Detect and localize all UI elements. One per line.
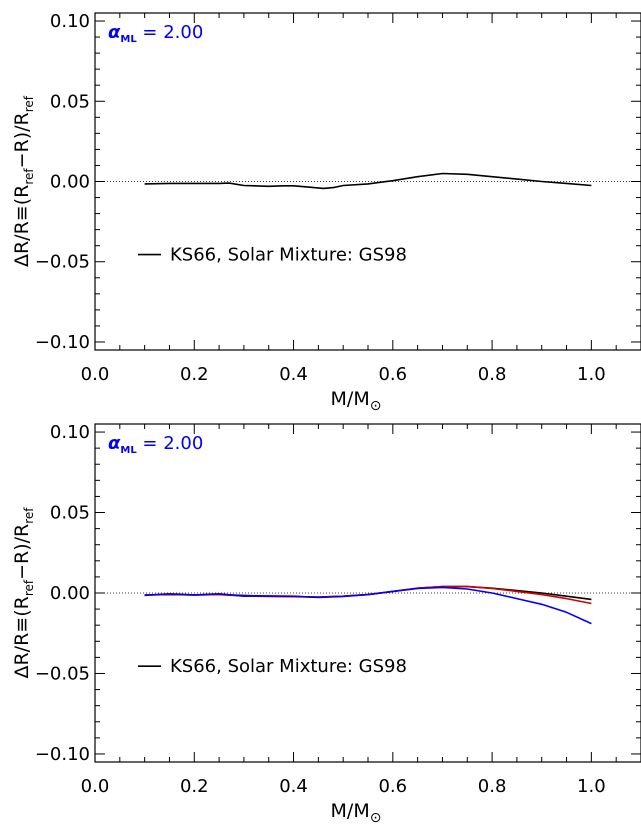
y-tick-label: −0.10: [35, 744, 90, 765]
y-tick-label: −0.05: [35, 663, 90, 684]
y-tick-label: −0.10: [35, 332, 90, 353]
x-tick-label: 0.8: [478, 776, 507, 797]
alpha-ml-label: αML = 2.00: [108, 22, 203, 45]
x-tick-label: 0.4: [279, 776, 308, 797]
y-axis-label: ΔR/R≡(Rref​−R)/Rref​: [11, 507, 36, 679]
x-tick-label: 0.2: [180, 776, 209, 797]
x-tick-label: 1.0: [577, 776, 606, 797]
y-tick-label: 0.00: [50, 172, 90, 193]
series-line-1: [144, 172, 592, 190]
x-axis-label: M/M⊙: [331, 388, 382, 414]
x-tick-label: 0.6: [378, 776, 407, 797]
x-tick-label: 0.6: [378, 364, 407, 385]
y-tick-label: 0.10: [50, 11, 90, 32]
y-tick-label: 0.10: [50, 422, 90, 443]
x-axis-label: M/M⊙: [331, 800, 382, 825]
series-line-3: [144, 586, 592, 625]
x-tick-label: 0.0: [81, 364, 110, 385]
y-tick-label: 0.00: [50, 583, 90, 604]
alpha-ml-label: αML = 2.00: [108, 433, 203, 456]
y-tick-label: 0.05: [50, 503, 90, 524]
x-tick-label: 0.0: [81, 776, 110, 797]
y-axis-label: ΔR/R≡(Rref​−R)/Rref​: [11, 95, 36, 267]
y-tick-label: −0.05: [35, 252, 90, 273]
y-tick-label: 0.05: [50, 91, 90, 112]
x-tick-label: 0.2: [180, 364, 209, 385]
chart-panel-2: 0.0 0.2 0.4 0.6 0.8 1.0 0.10 0.05 0.00 −0.05 −0.10…: [11, 422, 641, 825]
x-tick-label: 0.8: [478, 364, 507, 385]
legend-label: KS66, Solar Mixture: GS98: [170, 656, 407, 677]
chart-panel-1: 0.0 0.2 0.4 0.6 0.8 1.0 0.10 0.05 0.00 −0.05 −0.10…: [11, 11, 641, 414]
x-tick-label: 1.0: [577, 364, 606, 385]
legend-label: KS66, Solar Mixture: GS98: [170, 245, 407, 266]
x-tick-label: 0.4: [279, 364, 308, 385]
